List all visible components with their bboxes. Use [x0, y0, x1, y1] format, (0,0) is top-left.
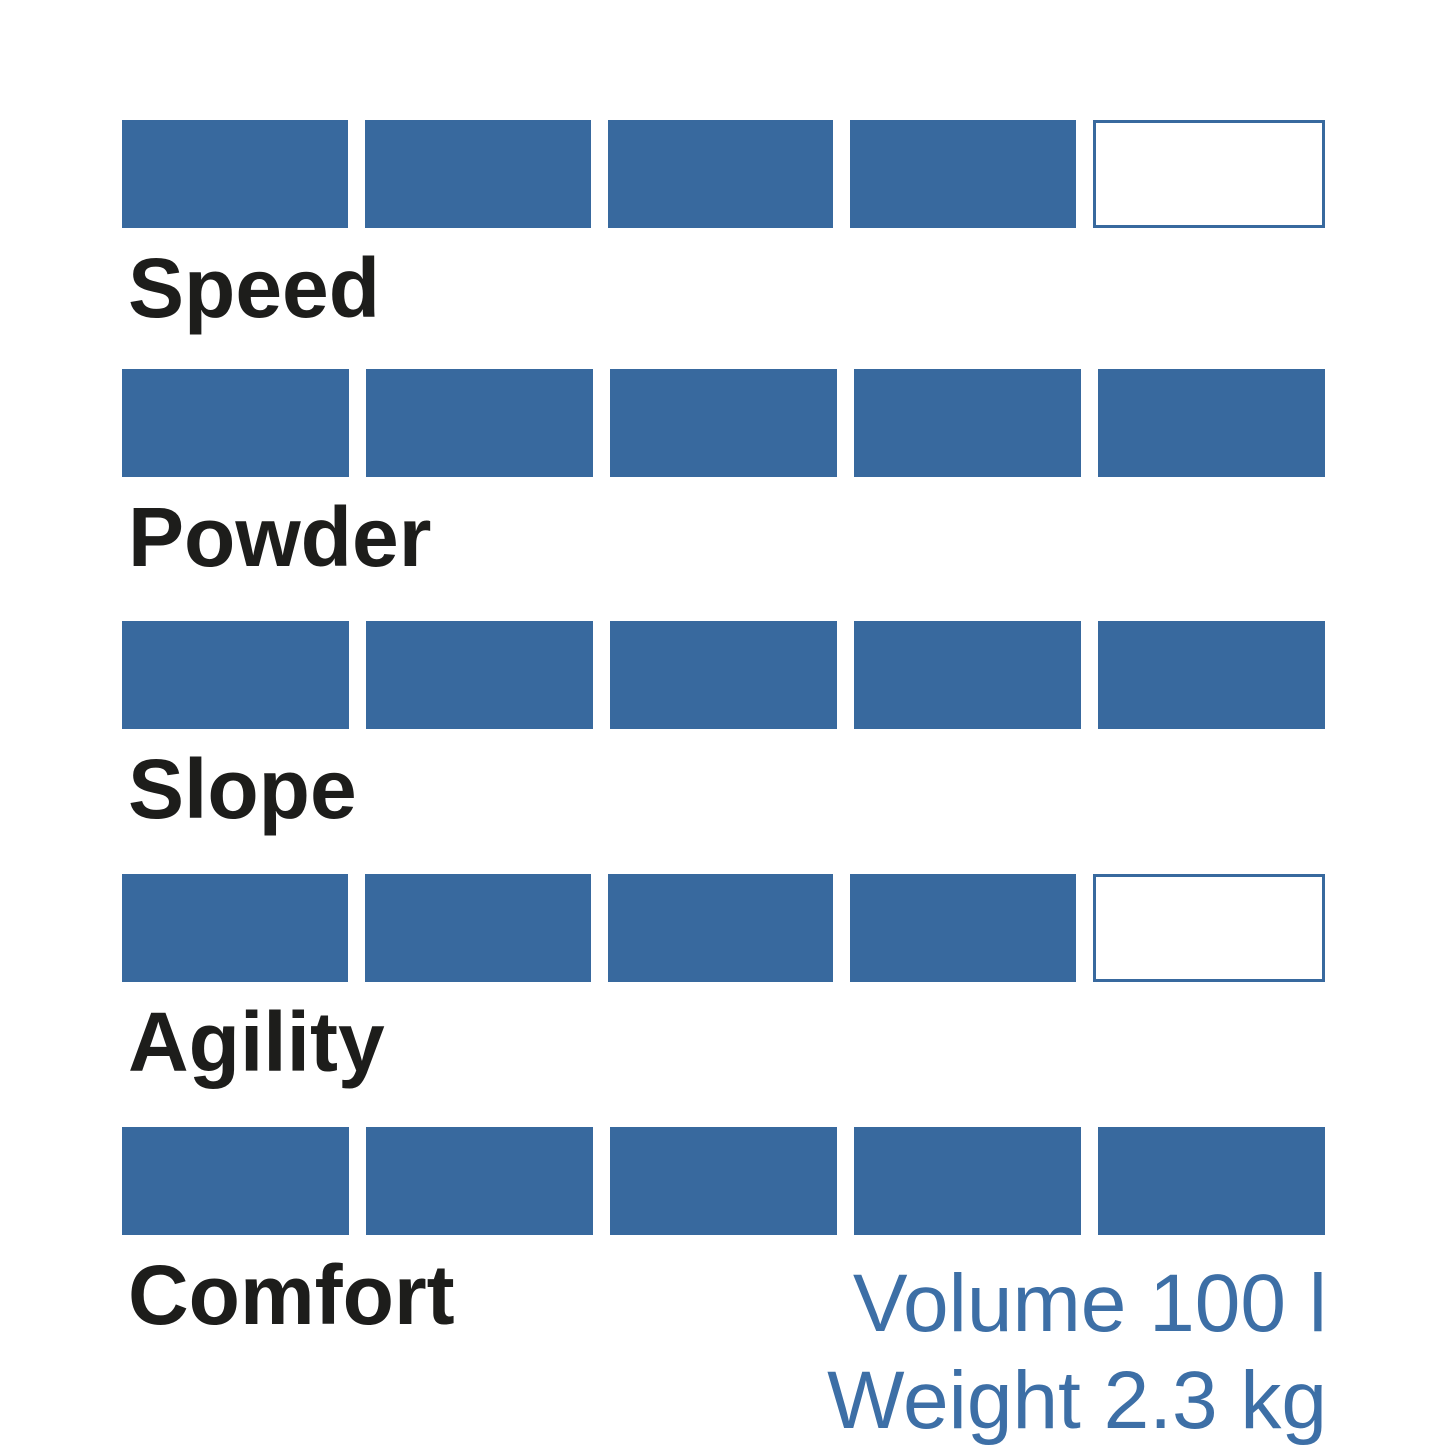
rating-cell-filled — [364, 874, 591, 982]
rating-cell-filled — [854, 621, 1081, 729]
rating-cell-filled — [1098, 621, 1325, 729]
rating-bar-comfort — [122, 1127, 1325, 1235]
rating-cell-filled — [607, 120, 834, 228]
spec-weight: Weight 2.3 kg — [827, 1354, 1327, 1446]
rating-cell-filled — [366, 1127, 593, 1235]
rating-cell-empty — [1093, 120, 1325, 228]
rating-cell-filled — [607, 874, 834, 982]
rating-cell-filled — [854, 1127, 1081, 1235]
rating-label-powder: Powder — [128, 490, 432, 584]
rating-cell-filled — [854, 369, 1081, 477]
rating-cell-filled — [366, 369, 593, 477]
rating-row-comfort: Comfort — [122, 1127, 1325, 1341]
rating-cell-filled — [610, 621, 837, 729]
rating-cell-filled — [122, 621, 349, 729]
rating-bar-agility — [122, 874, 1325, 982]
rating-bar-powder — [122, 369, 1325, 477]
rating-cell-filled — [364, 120, 591, 228]
rating-cell-filled — [610, 1127, 837, 1235]
rating-cell-filled — [122, 874, 348, 982]
rating-cell-filled — [610, 369, 837, 477]
rating-bar-slope — [122, 621, 1325, 729]
rating-cell-empty — [1093, 874, 1325, 982]
rating-cell-filled — [122, 120, 348, 228]
rating-row-powder: Powder — [122, 369, 1325, 583]
rating-row-agility: Agility — [122, 874, 1325, 1088]
rating-label-comfort: Comfort — [128, 1248, 455, 1342]
product-specs: Volume 100 l Weight 2.3 kg — [122, 1256, 1327, 1450]
rating-cell-filled — [1098, 369, 1325, 477]
rating-label-speed: Speed — [128, 241, 381, 335]
rating-row-slope: Slope — [122, 621, 1325, 835]
rating-cell-filled — [1098, 1127, 1325, 1235]
rating-cell-filled — [122, 1127, 349, 1235]
rating-label-agility: Agility — [128, 995, 385, 1089]
rating-row-speed: Speed — [122, 120, 1325, 334]
rating-cell-filled — [122, 369, 349, 477]
rating-cell-filled — [850, 874, 1077, 982]
rating-label-slope: Slope — [128, 742, 357, 836]
rating-cell-filled — [366, 621, 593, 729]
spec-volume: Volume 100 l — [852, 1258, 1327, 1349]
rating-cell-filled — [850, 120, 1077, 228]
rating-bar-speed — [122, 120, 1325, 228]
